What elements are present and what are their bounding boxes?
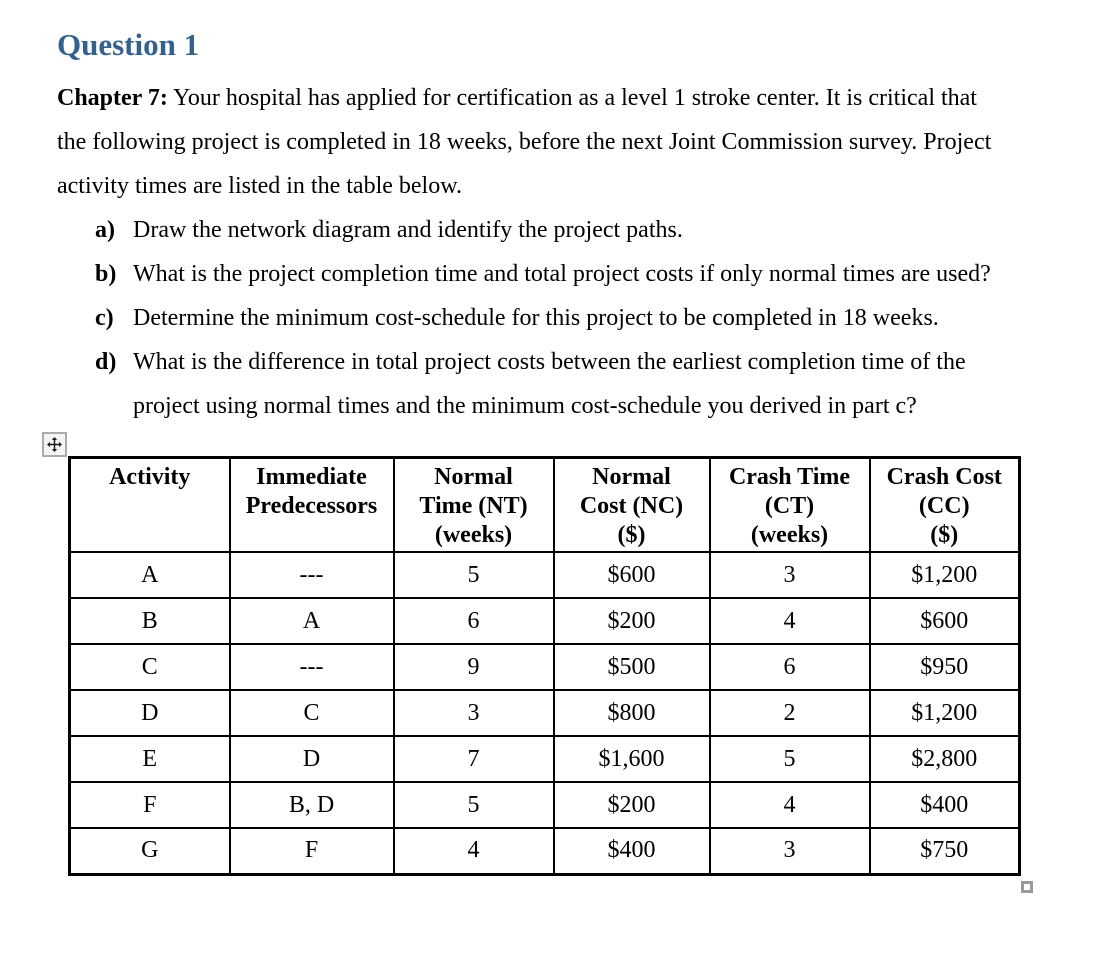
question-letter: b) xyxy=(95,261,117,287)
table-cell: 6 xyxy=(392,597,555,645)
table-cell: E xyxy=(68,735,231,783)
document-page: Question 1 Chapter 7: Your hospital has … xyxy=(0,26,1094,976)
table-cell: 9 xyxy=(392,643,555,691)
question-item-a: a) Draw the network diagram and identify … xyxy=(95,208,1094,252)
table-move-handle-icon[interactable] xyxy=(42,432,67,457)
table-cell: A xyxy=(228,597,395,645)
question-letter: a) xyxy=(95,217,115,243)
table-header: Activity Immediate Predecessors Normal Time … xyxy=(68,456,1021,553)
table-body: A --- 5 $600 3 $1,200 B A 6 $200 4 $600 C --- 9 $500 6 $9… xyxy=(68,551,1021,875)
column-header: Crash Cost (CC) ($) xyxy=(868,456,1021,553)
table-cell: $200 xyxy=(552,781,711,829)
activity-table: Activity Immediate Predecessors Normal Time … xyxy=(68,456,1021,876)
table-cell: $800 xyxy=(552,689,711,737)
table-cell: D xyxy=(228,735,395,783)
question-text: What is the difference in total project … xyxy=(133,349,966,419)
column-header: Normal Cost (NC) ($) xyxy=(552,456,711,553)
table-cell: $950 xyxy=(868,643,1021,691)
question-letter: c) xyxy=(95,305,114,331)
table-cell: 4 xyxy=(392,827,555,875)
table-cell: $750 xyxy=(868,827,1021,875)
table-cell: $200 xyxy=(552,597,711,645)
question-letter: d) xyxy=(95,349,117,375)
table-cell: 3 xyxy=(708,551,871,599)
table-cell: $400 xyxy=(552,827,711,875)
table-cell: $500 xyxy=(552,643,711,691)
table-cell: $1,200 xyxy=(868,551,1021,599)
page-title: Question 1 xyxy=(57,27,200,62)
column-header: Crash Time (CT) (weeks) xyxy=(708,456,871,553)
question-list: a) Draw the network diagram and identify … xyxy=(0,208,1094,428)
column-header: Activity xyxy=(68,456,231,553)
question-text: Determine the minimum cost-schedule for … xyxy=(133,305,939,331)
move-icon xyxy=(47,437,62,452)
chapter-label: Chapter 7: xyxy=(57,85,168,111)
intro-line-1: Chapter 7: Your hospital has applied for… xyxy=(57,76,1094,120)
table-row: B A 6 $200 4 $600 xyxy=(68,597,1021,645)
table-cell: B xyxy=(68,597,231,645)
intro-line-2: the following project is completed in 18… xyxy=(57,129,992,155)
table-resize-handle[interactable] xyxy=(1021,880,1033,893)
column-header: Immediate Predecessors xyxy=(228,456,395,553)
question-text: What is the project completion time and … xyxy=(133,261,991,287)
column-header: Normal Time (NT) (weeks) xyxy=(392,456,555,553)
table-cell: 3 xyxy=(392,689,555,737)
table-cell: 2 xyxy=(708,689,871,737)
table-cell: --- xyxy=(228,551,395,599)
table-cell: 4 xyxy=(708,597,871,645)
question-item-d: d) What is the difference in total projec… xyxy=(95,340,1094,428)
table-cell: 5 xyxy=(392,551,555,599)
table-cell: $600 xyxy=(552,551,711,599)
intro-paragraph: Chapter 7: Your hospital has applied for… xyxy=(57,76,1094,208)
table-cell: 7 xyxy=(392,735,555,783)
table-cell: C xyxy=(228,689,395,737)
table-row: F B, D 5 $200 4 $400 xyxy=(68,781,1021,829)
table-cell: C xyxy=(68,643,231,691)
question-item-c: c) Determine the minimum cost-schedule fo… xyxy=(95,296,1094,340)
activity-table-container: Activity Immediate Predecessors Normal Time … xyxy=(42,432,1033,893)
table-cell: --- xyxy=(228,643,395,691)
table-cell: 5 xyxy=(392,781,555,829)
question-item-b: b) What is the project completion time an… xyxy=(95,252,1094,296)
table-cell: G xyxy=(68,827,231,875)
table-row: G F 4 $400 3 $750 xyxy=(68,827,1021,875)
table-row: C --- 9 $500 6 $950 xyxy=(68,643,1021,691)
table-row: E D 7 $1,600 5 $2,800 xyxy=(68,735,1021,783)
table-cell: F xyxy=(68,781,231,829)
intro-line-1-text: Your hospital has applied for certificat… xyxy=(167,85,977,111)
table-cell: 6 xyxy=(708,643,871,691)
table-cell: A xyxy=(68,551,231,599)
table-row: A --- 5 $600 3 $1,200 xyxy=(68,551,1021,599)
table-cell: $2,800 xyxy=(868,735,1021,783)
table-cell: B, D xyxy=(228,781,395,829)
table-cell: $1,600 xyxy=(552,735,711,783)
table-cell: $600 xyxy=(868,597,1021,645)
table-cell: 5 xyxy=(708,735,871,783)
table-cell: 4 xyxy=(708,781,871,829)
table-cell: 3 xyxy=(708,827,871,875)
table-header-row: Activity Immediate Predecessors Normal Time … xyxy=(68,456,1021,553)
table-cell: F xyxy=(228,827,395,875)
intro-line-3: activity times are listed in the table b… xyxy=(57,173,462,199)
question-text: Draw the network diagram and identify th… xyxy=(133,217,683,243)
table-cell: $400 xyxy=(868,781,1021,829)
table-cell: $1,200 xyxy=(868,689,1021,737)
table-row: D C 3 $800 2 $1,200 xyxy=(68,689,1021,737)
table-cell: D xyxy=(68,689,231,737)
